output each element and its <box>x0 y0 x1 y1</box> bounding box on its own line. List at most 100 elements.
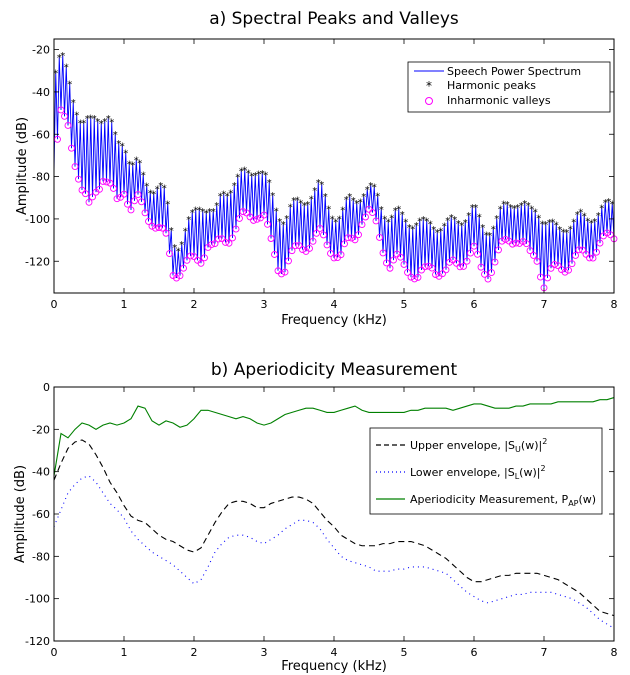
panel-a-y-tick-label: -120 <box>25 255 50 268</box>
valley-marker <box>155 224 163 231</box>
peak-marker: * <box>151 189 156 200</box>
panel-a-y-tick-label: -80 <box>32 171 50 184</box>
peak-marker: * <box>393 206 398 217</box>
valley-marker <box>267 235 275 242</box>
valley-marker <box>446 258 453 266</box>
peak-marker: * <box>221 190 226 201</box>
valley-marker <box>61 112 68 120</box>
valley-marker <box>82 190 89 198</box>
peak-marker: * <box>421 215 426 226</box>
panel-a-x-tick-label: 3 <box>261 298 268 311</box>
valley-marker <box>180 264 187 272</box>
peak-marker: * <box>225 191 230 202</box>
peak-marker: * <box>274 206 279 217</box>
panel-a-y-tick-label: -20 <box>32 44 50 57</box>
peak-marker: * <box>526 201 531 212</box>
valley-marker <box>124 200 131 208</box>
panel-b-x-tick-label: 3 <box>261 646 268 659</box>
peak-marker: * <box>200 207 205 218</box>
valley-marker <box>96 185 103 193</box>
valley-marker <box>211 240 219 248</box>
peak-marker: * <box>501 200 506 211</box>
valley-marker <box>232 225 240 233</box>
valley-marker <box>477 263 485 271</box>
valley-marker <box>439 270 446 278</box>
panel-b-ticks: 0 1 2 3 4 5 6 7 8 0 -20 -40 -60 -80 -100 -120 <box>25 381 617 659</box>
peak-marker: * <box>183 227 188 238</box>
peak-marker: * <box>71 98 76 109</box>
valley-marker <box>190 253 198 261</box>
valley-marker <box>316 224 324 232</box>
panel-b-legend: Upper envelope, |SU(w)|2 Lower envelope,… <box>369 427 603 515</box>
legend-spectrum-label: Speech Power Spectrum <box>447 65 581 78</box>
valley-marker <box>120 190 128 198</box>
peak-marker: * <box>540 219 545 230</box>
peak-marker: * <box>158 181 163 192</box>
peak-marker: * <box>431 225 436 236</box>
peak-marker: * <box>386 218 391 229</box>
valley-marker <box>551 261 558 268</box>
peak-marker: * <box>134 156 139 167</box>
valley-marker <box>351 236 359 244</box>
peak-marker: * <box>123 149 128 160</box>
valley-marker <box>89 193 96 201</box>
valley-marker <box>565 266 572 274</box>
peak-marker: * <box>137 159 142 170</box>
panel-a-y-axis-label: Amplitude (dB) <box>15 117 30 215</box>
panel-a-y-tick-label: -100 <box>25 213 50 226</box>
peak-marker: * <box>291 196 296 207</box>
valley-marker <box>589 254 597 262</box>
peak-marker: * <box>498 204 503 215</box>
peak-marker: * <box>547 218 552 229</box>
peak-marker: * <box>554 220 559 231</box>
valley-marker <box>586 254 593 262</box>
peak-marker: * <box>204 208 209 219</box>
valley-marker <box>78 186 86 194</box>
peak-marker: * <box>319 180 324 191</box>
peak-marker: * <box>368 181 373 192</box>
valley-marker <box>306 245 313 252</box>
peak-marker: * <box>340 206 345 217</box>
panel-b-x-tick-label: 8 <box>611 646 618 659</box>
valley-marker <box>176 272 184 280</box>
panel-a-x-tick-label: 0 <box>51 298 58 311</box>
valley-marker <box>330 254 338 262</box>
panel-a-series-layer: ****************************************… <box>53 51 618 292</box>
panel-b-x-axis-label: Frequency (kHz) <box>281 659 387 674</box>
valley-marker <box>225 239 233 247</box>
peak-marker: * <box>193 206 198 217</box>
valley-marker <box>127 206 135 214</box>
peak-marker: * <box>232 181 237 192</box>
peak-marker: * <box>249 172 254 183</box>
legend-aperiodicity-label: Aperiodicity Measurement, PAP(w) <box>410 493 596 508</box>
peak-marker: * <box>344 195 349 206</box>
peak-marker: * <box>67 79 72 90</box>
peak-marker: * <box>512 204 517 215</box>
valley-marker <box>404 268 411 276</box>
peak-marker: * <box>99 119 104 130</box>
valley-marker <box>362 213 369 221</box>
peak-marker: * <box>417 216 422 227</box>
peak-marker: * <box>298 199 303 210</box>
valley-marker <box>215 235 222 243</box>
peak-marker: * <box>316 178 321 189</box>
peak-marker: * <box>459 221 464 232</box>
peak-marker: * <box>522 199 527 210</box>
valley-marker <box>463 257 471 265</box>
peak-marker: * <box>508 203 513 214</box>
peak-marker: * <box>389 214 394 225</box>
peak-marker: * <box>424 216 429 227</box>
peak-marker: * <box>78 119 83 130</box>
valley-marker <box>596 239 604 247</box>
valley-marker <box>509 240 516 248</box>
valley-marker <box>495 246 502 254</box>
peak-marker: * <box>463 218 468 229</box>
panel-a-x-tick-label: 7 <box>541 298 548 311</box>
peak-marker: * <box>575 210 580 221</box>
valley-marker <box>386 264 394 272</box>
valley-marker <box>400 261 408 268</box>
valley-marker <box>358 221 366 229</box>
valley-marker <box>64 122 72 129</box>
peak-marker: * <box>365 185 370 196</box>
legend-peaks-label: Harmonic peaks <box>447 79 536 92</box>
